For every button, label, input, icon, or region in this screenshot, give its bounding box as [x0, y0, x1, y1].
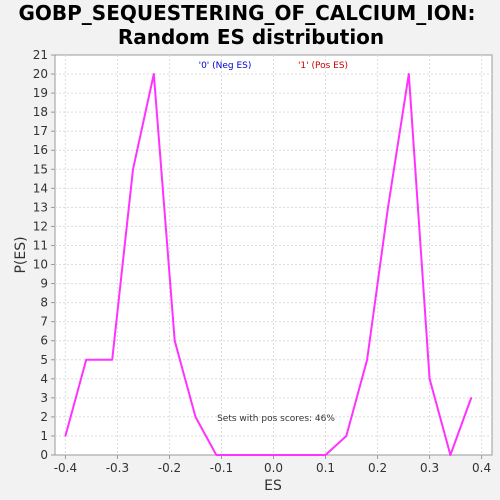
- x-axis-ticks: -0.4 -0.3 -0.2 -0.1 0.0 0.1 0.2 0.3 0.4: [54, 455, 491, 475]
- y-tick-label-18: 18: [33, 105, 48, 119]
- data-point-12: [324, 454, 327, 456]
- y-tick-label-12: 12: [33, 219, 48, 233]
- chart-title-line-1: GOBP_SEQUESTERING_OF_CALCIUM_ION:: [18, 1, 475, 25]
- data-point-17: [428, 378, 431, 380]
- data-point-10: [283, 454, 285, 456]
- y-tick-label-4: 4: [40, 372, 48, 386]
- data-point-18: [449, 454, 452, 456]
- grid-lines: [55, 55, 492, 455]
- x-tick-label-3: -0.1: [210, 461, 233, 475]
- data-point-4: [153, 73, 155, 75]
- x-tick-label-8: 0.4: [472, 461, 491, 475]
- x-tick-label-2: -0.2: [158, 461, 181, 475]
- data-point-2: [111, 358, 114, 361]
- y-tick-label-2: 2: [40, 410, 48, 424]
- y-tick-label-8: 8: [40, 296, 48, 310]
- data-point-11: [303, 454, 306, 456]
- data-point-16: [407, 73, 410, 75]
- pos-score-annotation: Sets with pos scores: 46%: [217, 414, 335, 424]
- data-point-13: [345, 435, 348, 437]
- x-tick-label-6: 0.2: [368, 461, 387, 475]
- y-tick-label-16: 16: [33, 143, 48, 157]
- y-tick-label-19: 19: [33, 86, 48, 100]
- x-tick-label-7: 0.3: [420, 461, 439, 475]
- y-axis-label: P(ES): [13, 236, 29, 273]
- data-point-7: [215, 454, 218, 456]
- y-tick-label-11: 11: [33, 238, 48, 252]
- data-point-14: [366, 358, 368, 361]
- y-tick-label-6: 6: [40, 334, 48, 348]
- y-tick-label-1: 1: [40, 429, 48, 443]
- y-tick-label-7: 7: [40, 315, 48, 329]
- data-point-6: [194, 416, 197, 418]
- data-point-19: [470, 397, 472, 399]
- legend-pos-es: '1' (Pos ES): [298, 61, 348, 71]
- x-tick-label-5: 0.1: [316, 461, 335, 475]
- y-tick-label-5: 5: [40, 353, 48, 367]
- x-tick-label-0: -0.4: [54, 461, 77, 475]
- data-point-9: [257, 454, 259, 456]
- data-point-8: [236, 454, 238, 456]
- data-point-15: [387, 206, 389, 209]
- legend-neg-es: '0' (Neg ES): [199, 61, 252, 71]
- y-tick-label-10: 10: [33, 258, 48, 272]
- chart-title-line-2: Random ES distribution: [118, 25, 384, 49]
- data-point-0: [64, 435, 67, 437]
- y-tick-label-0: 0: [40, 448, 48, 462]
- x-axis-label: ES: [264, 478, 282, 494]
- series-layer: [64, 73, 473, 456]
- y-tick-label-21: 21: [33, 48, 48, 62]
- y-tick-label-9: 9: [40, 277, 48, 291]
- y-tick-label-14: 14: [33, 181, 48, 195]
- x-tick-label-4: 0.0: [264, 461, 283, 475]
- data-point-1: [85, 358, 88, 361]
- x-tick-label-1: -0.3: [106, 461, 129, 475]
- y-tick-label-20: 20: [33, 67, 48, 81]
- y-tick-label-17: 17: [33, 124, 48, 138]
- y-tick-label-3: 3: [40, 391, 48, 405]
- data-point-3: [132, 168, 134, 171]
- y-tick-label-15: 15: [33, 162, 48, 176]
- series-line-0: [64, 73, 473, 456]
- data-point-5: [173, 339, 176, 342]
- y-tick-label-13: 13: [33, 200, 48, 214]
